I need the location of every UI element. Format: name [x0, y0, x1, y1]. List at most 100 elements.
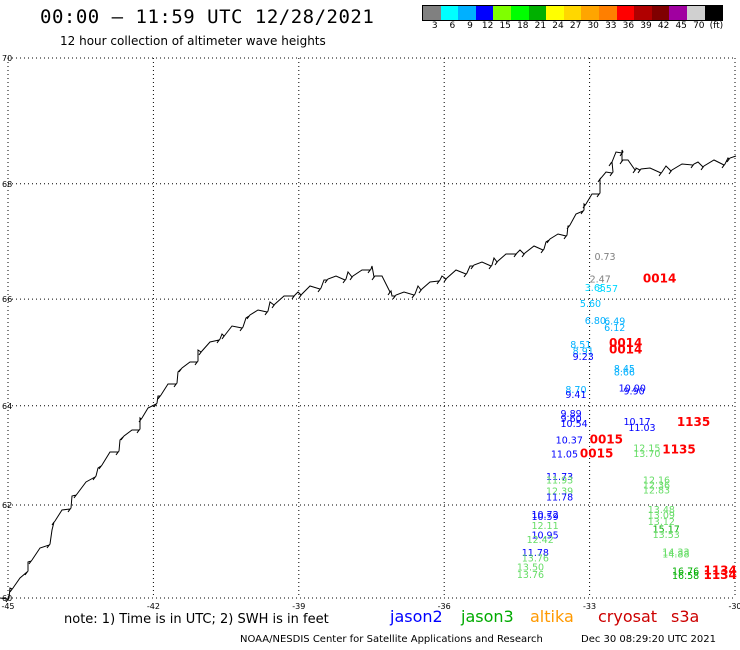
pass-time-label: 1135: [677, 415, 710, 429]
color-scale-label: 36: [622, 21, 635, 31]
legend-jason3: jason3: [461, 607, 514, 626]
lon-tick-label: -36: [438, 602, 451, 611]
lat-tick-label: 68: [2, 180, 12, 189]
lon-tick-label: -45: [1, 602, 14, 611]
pass-time-label: 1134: [703, 563, 736, 577]
color-scale-label: 3: [431, 21, 438, 31]
lon-tick-label: -42: [147, 602, 160, 611]
wave-height-label: 11.93: [546, 475, 573, 486]
lat-tick-label: 66: [2, 295, 12, 304]
wave-height-label: 11.73: [546, 472, 573, 483]
color-swatch: [669, 6, 687, 20]
wave-height-label: 15.17: [653, 525, 680, 536]
wave-height-label: 2.47: [590, 274, 611, 285]
wave-height-label: 12.42: [527, 535, 554, 546]
color-swatch: [528, 6, 547, 20]
wave-height-label: 14.33: [662, 548, 689, 559]
color-swatch: [704, 6, 723, 20]
wave-height-label: 9.41: [565, 390, 586, 401]
color-scale-label: 33: [605, 21, 617, 31]
color-scale-label: 21: [534, 21, 547, 31]
lon-tick-label: -33: [583, 602, 596, 611]
color-scale-label: 24: [552, 21, 564, 31]
wave-height-label: 13.50: [517, 562, 544, 573]
color-swatch: [634, 6, 652, 20]
color-swatch: [546, 6, 564, 20]
pass-time-label: 1135: [662, 442, 695, 456]
wave-height-label: 9.60: [561, 414, 582, 425]
color-scale-label: 6: [449, 21, 456, 31]
wave-height-labels: 0.73 2.473.653.57 5.60 6.806.496.12 8.518.91…: [517, 252, 699, 582]
color-scale-label: 45: [675, 21, 687, 31]
footer-note: note: 1) Time is in UTC; 2) SWH is in fe…: [64, 612, 329, 627]
wave-height-label: 13.12: [648, 517, 675, 528]
wave-height-label: 11.03: [628, 423, 655, 434]
color-scale-label: 39: [640, 21, 652, 31]
color-swatch: [651, 6, 670, 20]
color-scale-label: 30: [587, 21, 599, 31]
lat-tick-label: 62: [2, 501, 12, 510]
wave-height-label: 10.37: [556, 435, 583, 446]
lon-tick-label: -39: [292, 602, 305, 611]
wave-height-label: 12.16: [643, 475, 670, 486]
wave-height-label: 6.80: [585, 316, 606, 327]
wave-height-label: 12.83: [643, 485, 670, 496]
wave-height-label: 5.60: [580, 299, 601, 310]
wave-height-label: 12.36: [643, 481, 670, 492]
color-scale-label: (ft): [709, 21, 724, 31]
wave-height-label: 11.78: [546, 493, 573, 504]
color-scale-label: 27: [569, 21, 582, 31]
wave-height-label: 11.05: [551, 449, 578, 460]
pass-time-label: 0014: [643, 271, 676, 285]
map-title: 00:00 – 11:59 UTC 12/28/2021: [40, 6, 375, 28]
wave-height-label: 3.65: [585, 283, 606, 294]
pass-time-label: 1134: [703, 568, 736, 582]
wave-height-label: 6.49: [604, 316, 625, 327]
color-swatch: [475, 6, 494, 20]
wave-height-label: 12.11: [531, 521, 558, 532]
greenland-coastline: [0, 149, 737, 603]
color-swatch: [440, 6, 459, 20]
wave-height-label: 8.91: [573, 347, 594, 358]
wave-height-label: 13.70: [633, 449, 660, 460]
pass-time-label: 0015: [590, 432, 623, 446]
wave-height-label: 0.73: [594, 252, 615, 263]
wave-height-label: 3.57: [597, 284, 618, 295]
legend-jason2: jason2: [390, 607, 443, 626]
wave-height-label: 13.76: [522, 554, 549, 565]
wave-height-label: 11.78: [522, 548, 549, 559]
wave-height-label: 9.90: [624, 386, 645, 397]
wave-height-label: 13.48: [648, 505, 675, 516]
wave-height-label: 10.00: [619, 383, 646, 394]
lat-tick-label: 64: [2, 402, 12, 411]
wave-height-label: 8.66: [614, 368, 635, 379]
wave-height-label: 10.95: [531, 530, 558, 541]
wave-height-label: 13.76: [517, 570, 544, 581]
wave-height-label: 10.59: [531, 512, 558, 523]
lat-tick-label: 70: [2, 54, 12, 63]
lat-lon-grid: [7, 57, 736, 599]
color-scale-label: 18: [517, 21, 529, 31]
legend-cryosat: cryosat: [598, 607, 658, 626]
color-swatch: [686, 6, 705, 20]
wave-height-label: 14.88: [662, 549, 689, 560]
color-scale-label: 15: [499, 21, 511, 31]
color-scale-label: 9: [467, 21, 473, 31]
wave-height-label: 9.23: [573, 352, 594, 363]
color-swatch: [581, 6, 599, 20]
wave-height-label: 8.51: [570, 340, 591, 351]
pass-time-label: 0015: [580, 446, 613, 460]
color-swatch: [423, 6, 441, 20]
color-swatch: [493, 6, 511, 20]
wave-height-label: 16.58: [672, 571, 699, 582]
color-scale-label: 12: [481, 21, 494, 31]
color-swatch: [616, 6, 635, 20]
color-swatch: [598, 6, 617, 20]
lon-tick-label: -30: [728, 602, 740, 611]
pass-time-label: 0014: [609, 336, 642, 350]
wave-height-label: 13.53: [653, 530, 680, 541]
color-scale-bar: [422, 5, 724, 21]
